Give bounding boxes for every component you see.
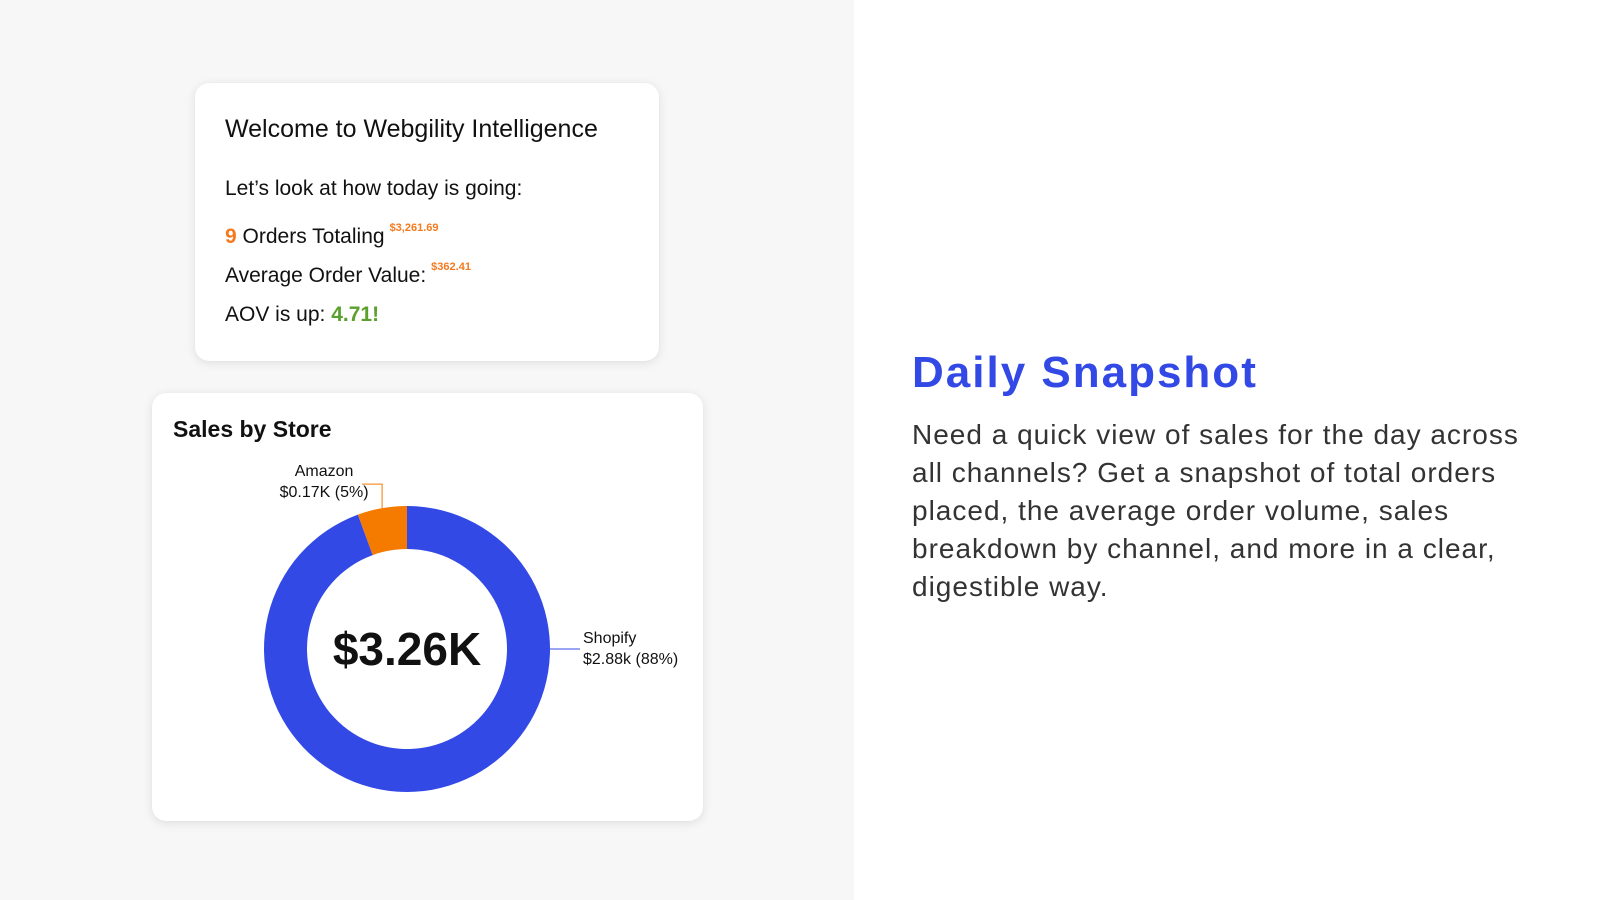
aov-up-summary: AOV is up: 4.71!	[225, 303, 379, 327]
aov-up-value: 4.71!	[331, 303, 380, 326]
sales-by-store-card: Sales by Store $3.26K Shopify $2.88k (88%)…	[152, 393, 703, 821]
shopify-label-value: $2.88k (88%)	[583, 651, 678, 668]
welcome-intro: Let’s look at how today is going:	[225, 177, 523, 200]
welcome-title: Welcome to Webgility Intelligence	[225, 115, 598, 143]
donut-center-total: $3.26K	[333, 623, 481, 675]
amazon-label-name: Amazon	[295, 463, 354, 480]
orders-count: 9	[225, 225, 237, 248]
welcome-card: Welcome to Webgility Intelligence Let’s …	[195, 83, 659, 361]
shopify-label-name: Shopify	[583, 630, 636, 647]
orders-label: Orders Totaling	[242, 225, 385, 248]
aov-value: $362.41	[431, 261, 471, 273]
snapshot-description: Need a quick view of sales for the day a…	[912, 419, 1519, 602]
aov-label: Average Order Value:	[225, 264, 427, 287]
donut-slice-amazon	[357, 506, 407, 556]
aov-summary: Average Order Value: $362.41	[225, 261, 471, 288]
orders-total: $3,261.69	[389, 222, 439, 234]
amazon-leader-line	[362, 483, 383, 509]
orders-summary: 9 Orders Totaling $3,261.69	[225, 222, 439, 249]
aov-up-label: AOV is up:	[225, 303, 326, 326]
sales-title: Sales by Store	[173, 416, 332, 442]
left-panel: Welcome to Webgility Intelligence Let’s …	[152, 83, 703, 821]
donut-slice-shopify	[263, 506, 550, 792]
sales-donut-chart: $3.26K Shopify $2.88k (88%) Amazon $0.17K (5…	[263, 463, 678, 792]
snapshot-title: Daily Snapshot	[912, 348, 1258, 397]
amazon-label-value: $0.17K (5%)	[280, 484, 369, 501]
